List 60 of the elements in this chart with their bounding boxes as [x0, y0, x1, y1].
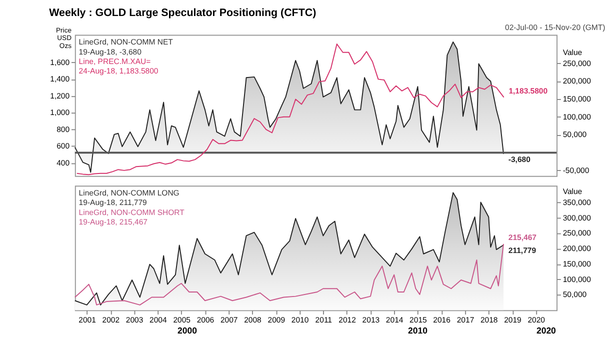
x-tick-label: 2005 [173, 315, 190, 324]
y2-axis-title: Value [562, 48, 582, 58]
x-tick-label: 2008 [244, 315, 262, 324]
text: LineGrd, NON-COMM LONG [78, 188, 180, 198]
text: 2010 [408, 325, 428, 336]
y2-tick-label: 350,000 [562, 198, 592, 207]
text: 2020 [536, 325, 556, 336]
y2-tick-label: -50,000 [562, 166, 590, 175]
y2-tick-label: 250,000 [562, 228, 592, 238]
y2-tick-label: 50,000 [562, 290, 588, 300]
text: 2000 [177, 325, 198, 336]
x-tick-label: 2016 [433, 315, 450, 324]
y2-tick-label: 150,000 [562, 259, 592, 268]
x-tick-label: 2014 [386, 315, 404, 324]
annotation: 19-Aug-18, -3,680 [78, 47, 142, 56]
text: LineGrd, NON-COMM NET [78, 38, 174, 47]
x-tick-label: 2011 [315, 315, 332, 324]
y2-tick-label: 50,000 [562, 130, 588, 140]
x-tick-label: 2019 [504, 315, 522, 324]
y2-tick-label: 250,000 [562, 58, 592, 68]
x-tick-label: 2018 [480, 315, 498, 324]
y-tick-label: 1,400 [50, 74, 70, 84]
y2-tick-label: 300,000 [562, 213, 592, 222]
y-tick-label: 800 [56, 124, 70, 134]
y-tick-label: 1,200 [50, 91, 70, 100]
x-tick-label: 2020 [528, 315, 546, 324]
x-tick-label: 2017 [456, 315, 474, 324]
y-tick-label: 1,000 [50, 108, 70, 118]
text: LineGrd, NON-COMM SHORT [78, 208, 185, 217]
x-tick-label: 2009 [268, 315, 286, 324]
y2-tick-label: 200,000 [562, 76, 592, 86]
x-tick-label: 2007 [220, 315, 238, 324]
x-tick-label: 2012 [338, 315, 356, 324]
annotation: 19-Aug-18, 211,779 [78, 198, 147, 208]
data-label: 215,467 [508, 232, 536, 242]
y-tick-label: 400 [56, 158, 70, 168]
chart-title: Weekly : GOLD Large Speculator Positioning (CFTC) [49, 6, 317, 19]
data-label: 1,183.5800 [508, 86, 548, 96]
y2-tick-label: 100,000 [562, 274, 592, 284]
x-tick-label: 2004 [150, 315, 168, 324]
x-tick-label: 2015 [410, 315, 427, 324]
x-tick-label: 2006 [196, 315, 214, 324]
x-tick-label: 2001 [78, 315, 96, 324]
x-tick-label: 2013 [362, 315, 380, 324]
y-tick-label: 1,600 [50, 58, 70, 67]
y2-tick-label: 100,000 [562, 112, 592, 122]
x-tick-label: 2003 [126, 315, 144, 324]
annotation: 24-Aug-18, 1,183.5800 [78, 66, 159, 76]
y2-tick-label: 150,000 [562, 94, 592, 104]
x-tick-label: 2010 [291, 315, 310, 324]
annotation: 19-Aug-18, 215,467 [78, 218, 148, 227]
chart-subtitle: 02-Jul-00 - 15-Nov-20 (GMT) [505, 22, 606, 32]
line-series [74, 243, 504, 306]
y2-tick-label: 200,000 [562, 244, 592, 254]
text: Line, PREC.M.XAU= [78, 56, 152, 66]
y2-axis-title: Value [562, 187, 582, 196]
data-label: -3,680 [508, 154, 530, 164]
x-tick-label: 2002 [102, 315, 120, 324]
data-label: 211,779 [508, 246, 537, 255]
y-tick-label: 600 [56, 142, 70, 151]
